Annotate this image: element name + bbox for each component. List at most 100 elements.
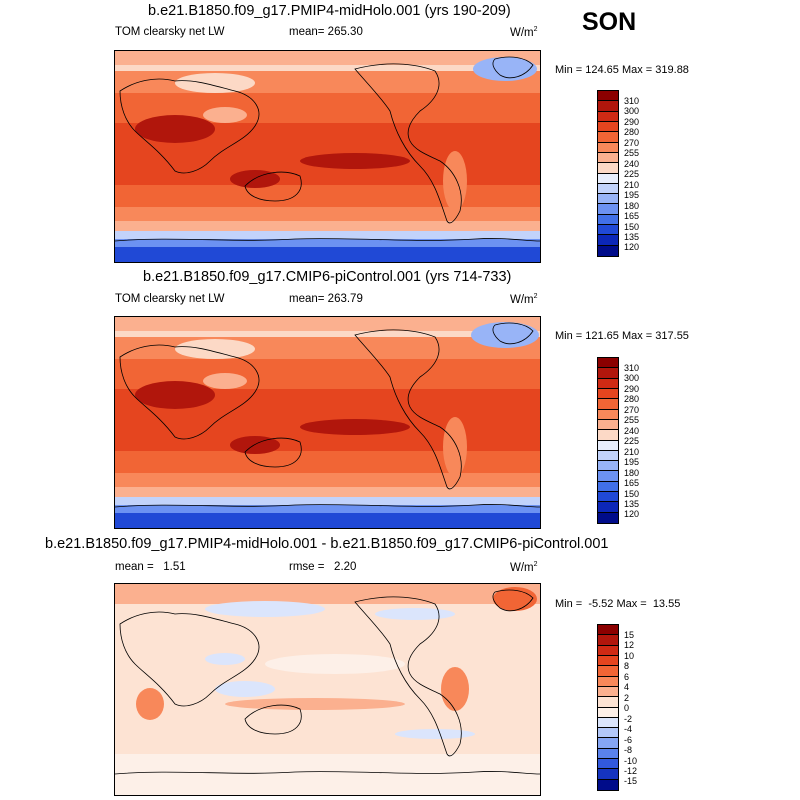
colorbar-box — [598, 101, 618, 112]
panel-3-mean-label: mean = 1.51 — [115, 561, 186, 573]
colorbar-tick-label: 180 — [624, 201, 640, 211]
panel-2-field-label: TOM clearsky net LW — [115, 293, 225, 305]
colorbar-box — [598, 235, 618, 246]
colorbar-tick-label: 290 — [624, 384, 640, 394]
colorbar-box — [598, 502, 618, 513]
colorbar-tick-label: 270 — [624, 405, 640, 415]
season-label: SON — [582, 8, 637, 36]
colorbar-tick-label: 210 — [624, 447, 640, 457]
colorbar-box — [598, 163, 618, 174]
colorbar-box — [598, 676, 618, 687]
panel-2-map-field — [115, 317, 540, 528]
colorbar-tick-label: 120 — [624, 242, 640, 252]
colorbar-tick-label: -6 — [624, 735, 633, 745]
colorbar-tick-label: 150 — [624, 489, 640, 499]
colorbar-box — [598, 779, 618, 790]
panel-3-map-field — [115, 584, 540, 795]
colorbar-tick-label: 195 — [624, 457, 640, 467]
colorbar-box — [598, 625, 618, 636]
panel-1-map-field — [115, 51, 540, 262]
colorbar-tick-label: 255 — [624, 148, 640, 158]
colorbar-box — [598, 738, 618, 749]
colorbar-tick-label: 240 — [624, 159, 640, 169]
colorbar-tick-label: 225 — [624, 169, 640, 179]
panel-2-title: b.e21.B1850.f09_g17.CMIP6-piControl.001 … — [143, 269, 512, 285]
colorbar-tick-label: -15 — [624, 776, 638, 786]
colorbar-tick-label: 210 — [624, 180, 640, 190]
panel-1-units: W/m2 — [510, 26, 538, 39]
colorbar-box — [598, 399, 618, 410]
colorbar-box — [598, 358, 618, 369]
colorbar-tick-label: 180 — [624, 468, 640, 478]
colorbar-box — [598, 635, 618, 646]
panel-2-units: W/m2 — [510, 293, 538, 306]
colorbar-box — [598, 245, 618, 256]
panel-3-rmse-label: rmse = 2.20 — [289, 561, 357, 573]
colorbar-tick-label: 12 — [624, 640, 635, 650]
panel-3-map — [114, 583, 541, 796]
panel-1-title: b.e21.B1850.f09_g17.PMIP4-midHolo.001 (y… — [148, 3, 511, 19]
colorbar-tick-label: 135 — [624, 232, 640, 242]
colorbar-tick-label: 310 — [624, 363, 640, 373]
colorbar-tick-label: -8 — [624, 745, 633, 755]
panel-1-colorbar-labels: 310 300 290 280 270 255 240 225 210 195 … — [624, 90, 664, 257]
colorbar-tick-label: 300 — [624, 106, 640, 116]
panel-2-colorbar-labels: 310 300 290 280 270 255 240 225 210 195 … — [624, 357, 664, 524]
colorbar-tick-label: 15 — [624, 630, 635, 640]
colorbar-tick-label: 165 — [624, 478, 640, 488]
colorbar-box — [598, 121, 618, 133]
colorbar-box — [598, 440, 618, 451]
colorbar-box — [598, 378, 618, 389]
colorbar-box — [598, 707, 618, 718]
colorbar-box — [598, 655, 618, 667]
colorbar-box — [598, 214, 618, 226]
colorbar-box — [598, 769, 618, 780]
colorbar-box — [598, 183, 618, 195]
panel-1-mean-label: mean= 265.30 — [289, 26, 363, 38]
panel-3-minmax: Min = -5.52 Max = 13.55 — [555, 598, 681, 610]
colorbar-tick-label: 280 — [624, 394, 640, 404]
colorbar-tick-label: 120 — [624, 509, 640, 519]
panel-3-colorbar — [597, 624, 619, 791]
panel-1-map — [114, 50, 541, 263]
panel-2-colorbar — [597, 357, 619, 524]
colorbar-tick-label: 2 — [624, 693, 630, 703]
colorbar-tick-label: -2 — [624, 714, 633, 724]
colorbar-box — [598, 430, 618, 441]
colorbar-box — [598, 173, 618, 184]
panel-1-minmax: Min = 124.65 Max = 319.88 — [555, 64, 689, 76]
colorbar-tick-label: 240 — [624, 426, 640, 436]
panel-1-field-label: TOM clearsky net LW — [115, 26, 225, 38]
colorbar-box — [598, 132, 618, 143]
colorbar-tick-label: 290 — [624, 117, 640, 127]
colorbar-tick-label: 310 — [624, 96, 640, 106]
colorbar-box — [598, 471, 618, 482]
colorbar-box — [598, 686, 618, 698]
colorbar-box — [598, 388, 618, 400]
panel-2-mean-label: mean= 263.79 — [289, 293, 363, 305]
colorbar-box — [598, 152, 618, 164]
colorbar-box — [598, 419, 618, 431]
colorbar-box — [598, 759, 618, 770]
colorbar-box — [598, 409, 618, 420]
colorbar-tick-label: 255 — [624, 415, 640, 425]
colorbar-tick-label: 270 — [624, 138, 640, 148]
colorbar-tick-label: 225 — [624, 436, 640, 446]
colorbar-box — [598, 461, 618, 472]
colorbar-box — [598, 368, 618, 379]
colorbar-tick-label: -4 — [624, 724, 633, 734]
colorbar-box — [598, 728, 618, 739]
colorbar-tick-label: 300 — [624, 373, 640, 383]
colorbar-tick-label: 135 — [624, 499, 640, 509]
colorbar-box — [598, 225, 618, 236]
colorbar-tick-label: 10 — [624, 651, 635, 661]
colorbar-tick-label: 165 — [624, 211, 640, 221]
panel-1-colorbar — [597, 90, 619, 257]
colorbar-box — [598, 194, 618, 205]
colorbar-tick-label: 6 — [624, 672, 630, 682]
colorbar-tick-label: -12 — [624, 766, 638, 776]
panel-3-title: b.e21.B1850.f09_g17.PMIP4-midHolo.001 - … — [45, 536, 609, 552]
colorbar-box — [598, 111, 618, 122]
panel-3-units: W/m2 — [510, 561, 538, 574]
colorbar-tick-label: 150 — [624, 222, 640, 232]
